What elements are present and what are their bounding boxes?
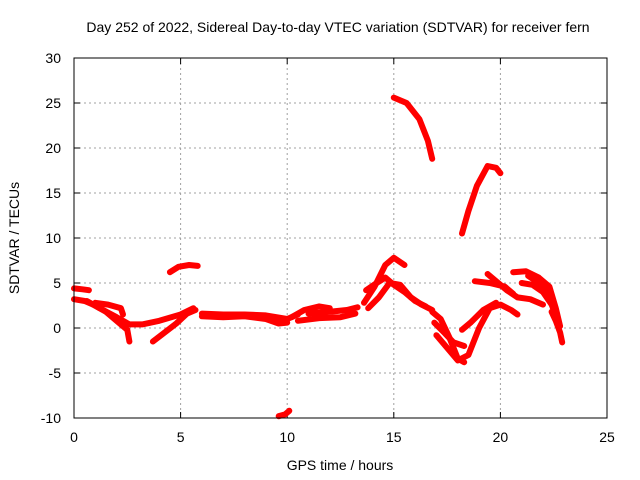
series-arc-10	[288, 303, 333, 321]
series-arc-26	[525, 272, 557, 306]
x-tick-label: 20	[493, 429, 509, 445]
series-arc-4	[92, 299, 126, 318]
series-arc-5	[149, 307, 199, 345]
x-tick-label: 0	[70, 429, 78, 445]
y-tick-label: 0	[53, 320, 61, 336]
series-arc-13	[361, 254, 408, 306]
data-series	[71, 94, 566, 420]
y-tick-label: 30	[45, 50, 61, 66]
y-tick-label: -5	[49, 365, 62, 381]
x-tick-label: 15	[386, 429, 402, 445]
series-arc-16	[390, 94, 436, 162]
y-tick-label: -10	[41, 410, 61, 426]
series-arc-25	[518, 280, 559, 319]
grid	[74, 58, 607, 418]
axis-ticks: 0 5 10 15 20 25 -10 -5 0 5 10 15 20 25 30	[41, 50, 615, 445]
chart-title: Day 252 of 2022, Sidereal Day-to-day VTE…	[86, 19, 589, 35]
y-tick-label: 15	[45, 185, 61, 201]
series-arc-1	[71, 285, 92, 294]
x-tick-label: 10	[279, 429, 295, 445]
series-arc-23	[484, 271, 546, 308]
series-arc-20	[459, 299, 500, 333]
series-arc-12	[305, 304, 361, 317]
series-arc-27	[548, 308, 566, 346]
x-axis-label: GPS time / hours	[287, 457, 394, 473]
series-arc-3	[83, 298, 197, 328]
y-tick-label: 20	[45, 140, 61, 156]
series-arc-11	[294, 310, 359, 324]
y-tick-label: 5	[53, 275, 61, 291]
plot-frame	[73, 57, 608, 419]
series-arc-19	[433, 301, 521, 364]
series-arc-21	[459, 163, 504, 237]
x-tick-label: 5	[177, 429, 185, 445]
y-tick-label: 10	[45, 230, 61, 246]
series-arc-18	[431, 319, 468, 349]
series-arc-9	[275, 407, 293, 420]
series-arc-15	[365, 280, 436, 313]
y-tick-label: 25	[45, 95, 61, 111]
series-arc-6	[166, 262, 201, 276]
x-tick-label: 25	[599, 429, 615, 445]
y-axis-label: SDTVAR / TECUs	[6, 182, 22, 294]
